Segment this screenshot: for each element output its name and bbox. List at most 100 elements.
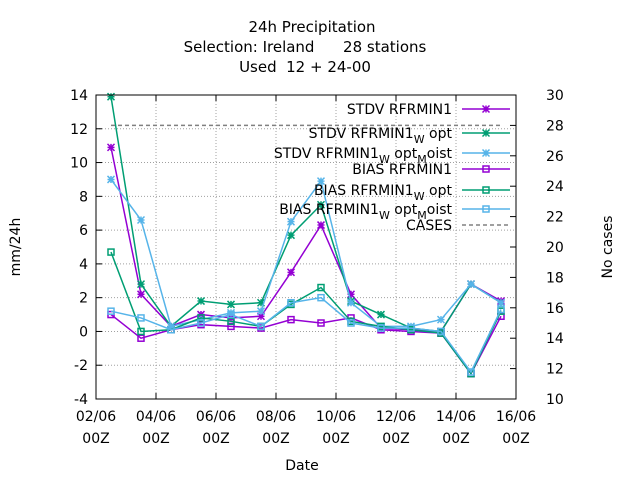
data-point-star: [466, 280, 476, 289]
data-point-square: [407, 324, 415, 332]
x-tick-label-hour: 00Z: [382, 431, 409, 447]
grid-lines: [96, 95, 516, 399]
data-point-star: [316, 177, 326, 186]
data-point-square: [137, 327, 145, 336]
y-tick-label: 0: [79, 324, 88, 340]
series-line: [110, 178, 502, 328]
x-tick-label-date: 02/06: [76, 409, 116, 425]
data-point-star: [481, 128, 491, 138]
data-point-star: [346, 290, 356, 299]
legend-entry-2: STDV RFRMIN1W optMoist: [274, 146, 510, 166]
x-tick-label-date: 04/06: [136, 409, 176, 425]
data-point-square: [317, 319, 325, 327]
legend-entry-1: STDV RFRMIN1W opt: [309, 126, 510, 146]
data-point-square: [197, 314, 205, 322]
x-tick-label-hour: 00Z: [262, 431, 289, 447]
x-tick-label-hour: 00Z: [82, 431, 109, 447]
x-tick-label-date: 12/06: [376, 409, 416, 425]
x-tick-label-date: 16/06: [496, 409, 536, 425]
data-point-square: [347, 319, 355, 327]
series-layer: [106, 92, 506, 378]
data-point-square: [227, 322, 235, 331]
data-point-star: [316, 200, 326, 209]
legend-entry-0: STDV RFRMIN1: [347, 102, 510, 118]
data-point-square: [227, 317, 235, 326]
data-point-square: [227, 310, 235, 319]
title-line-2: Selection: Ireland 28 stations: [184, 38, 427, 56]
data-point-square: [497, 305, 505, 314]
y2-tick-label: 26: [546, 149, 564, 165]
y2-tick-label: 16: [546, 301, 564, 317]
data-point-star: [106, 175, 116, 184]
legend-label: BIAS RFRMIN1W opt: [314, 183, 453, 203]
legend-entry-6: CASES: [406, 218, 510, 234]
data-point-star: [136, 290, 146, 299]
y2-tick-label: 30: [546, 88, 564, 104]
data-point-star: [136, 280, 146, 289]
data-point-square: [437, 327, 445, 336]
data-point-star: [226, 308, 236, 317]
x-tick-label-date: 10/06: [316, 409, 356, 425]
data-point-square: [167, 326, 175, 334]
series-line: [110, 296, 502, 374]
data-point-star: [481, 148, 491, 158]
y-tick-label: 8: [79, 189, 88, 205]
data-point-star: [286, 231, 296, 240]
data-point-star: [106, 92, 116, 101]
data-point-star: [346, 298, 356, 307]
data-point-square: [377, 324, 385, 332]
y-tick-label: 4: [79, 257, 88, 273]
data-point-star: [481, 104, 491, 114]
x-tick-label-hour: 00Z: [202, 431, 229, 447]
x-tick-label-date: 08/06: [256, 409, 296, 425]
y2-tick-label: 20: [546, 240, 564, 256]
y-tick-label: 10: [70, 156, 88, 172]
series-5: [107, 293, 505, 376]
title-line-1: 24h Precipitation: [248, 18, 375, 36]
series-line: [110, 251, 502, 376]
data-point-star: [256, 298, 266, 307]
data-point-star: [256, 307, 266, 316]
chart-title: 24h Precipitation Selection: Ireland 28 …: [184, 18, 427, 76]
legend-label: CASES: [406, 218, 452, 234]
y-tick-label: -4: [74, 392, 88, 408]
data-point-star: [496, 298, 506, 307]
data-point-square: [287, 315, 295, 324]
y2-tick-label: 24: [546, 179, 564, 195]
x-tick-label-date: 14/06: [436, 409, 476, 425]
y2-axis-label: No cases: [600, 216, 616, 279]
data-point-square: [137, 334, 145, 342]
data-point-star: [376, 310, 386, 319]
data-point-star: [286, 268, 296, 277]
x-tick-label-hour: 00Z: [502, 431, 529, 447]
data-point-star: [106, 143, 116, 152]
legend-label: STDV RFRMIN1: [347, 102, 452, 118]
series-4: [107, 248, 505, 378]
y2-tick-label: 28: [546, 118, 564, 134]
data-point-star: [256, 312, 266, 321]
legend-label: STDV RFRMIN1W opt: [309, 126, 453, 146]
data-point-square: [482, 186, 490, 194]
axes: -4-202468101214101214161820222426283002/…: [70, 88, 564, 447]
plot-frame: [95, 94, 517, 400]
y-tick-label: -2: [74, 358, 88, 374]
legend-entry-5: BIAS RFRMIN1W optMoist: [279, 202, 510, 222]
data-point-square: [137, 314, 145, 322]
legend-label: BIAS RFRMIN1W optMoist: [279, 202, 452, 222]
title-line-3: Used 12 + 24-00: [239, 58, 371, 76]
data-point-star: [226, 300, 236, 309]
data-point-square: [197, 319, 205, 327]
y2-tick-label: 10: [546, 392, 564, 408]
legend-entry-3: BIAS RFRMIN1: [352, 162, 510, 178]
data-point-square: [467, 368, 475, 376]
data-point-star: [196, 297, 206, 306]
data-point-square: [107, 248, 115, 256]
y2-tick-label: 22: [546, 210, 564, 226]
data-point-square: [257, 322, 265, 331]
data-point-star: [286, 217, 296, 226]
y-tick-label: 6: [79, 223, 88, 239]
data-point-square: [482, 165, 490, 173]
y-tick-label: 2: [79, 291, 88, 307]
